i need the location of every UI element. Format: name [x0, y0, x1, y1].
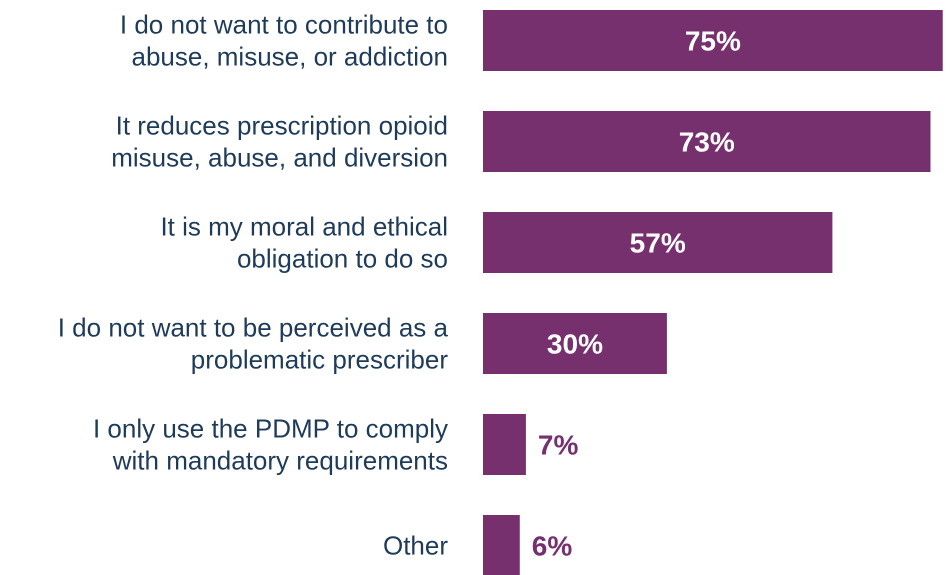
value-label-6: 6% [532, 531, 573, 562]
bar-5 [483, 414, 526, 475]
bar-4 [483, 313, 667, 374]
value-label-2: 73% [679, 127, 735, 158]
value-label-5: 7% [538, 430, 579, 461]
category-label-1-line-2: abuse, misuse, or addiction [131, 42, 448, 72]
category-label-3-line-1: It is my moral and ethical [160, 212, 448, 242]
bar-6 [483, 515, 520, 575]
category-label-4-line-2: problematic prescriber [191, 345, 449, 375]
bar-3 [483, 212, 833, 273]
bar-1 [483, 10, 943, 71]
labels-layer: 75% I do not want to contribute toabuse, … [58, 10, 741, 562]
value-label-3: 57% [630, 228, 686, 259]
category-label-6-line-1: Other [383, 531, 448, 561]
value-label-1: 75% [685, 26, 741, 57]
category-label-3-line-2: obligation to do so [237, 244, 448, 274]
category-label-1-line-1: I do not want to contribute to [120, 10, 448, 40]
value-label-4: 30% [547, 329, 603, 360]
category-label-5-line-2: with mandatory requirements [112, 446, 448, 476]
category-label-2-line-1: It reduces prescription opioid [116, 111, 448, 141]
category-label-4-line-1: I do not want to be perceived as a [58, 313, 449, 343]
bar-2 [483, 111, 931, 172]
category-label-2-line-2: misuse, abuse, and diversion [111, 143, 448, 173]
category-label-5-line-1: I only use the PDMP to comply [93, 414, 448, 444]
bars-layer [483, 10, 943, 575]
